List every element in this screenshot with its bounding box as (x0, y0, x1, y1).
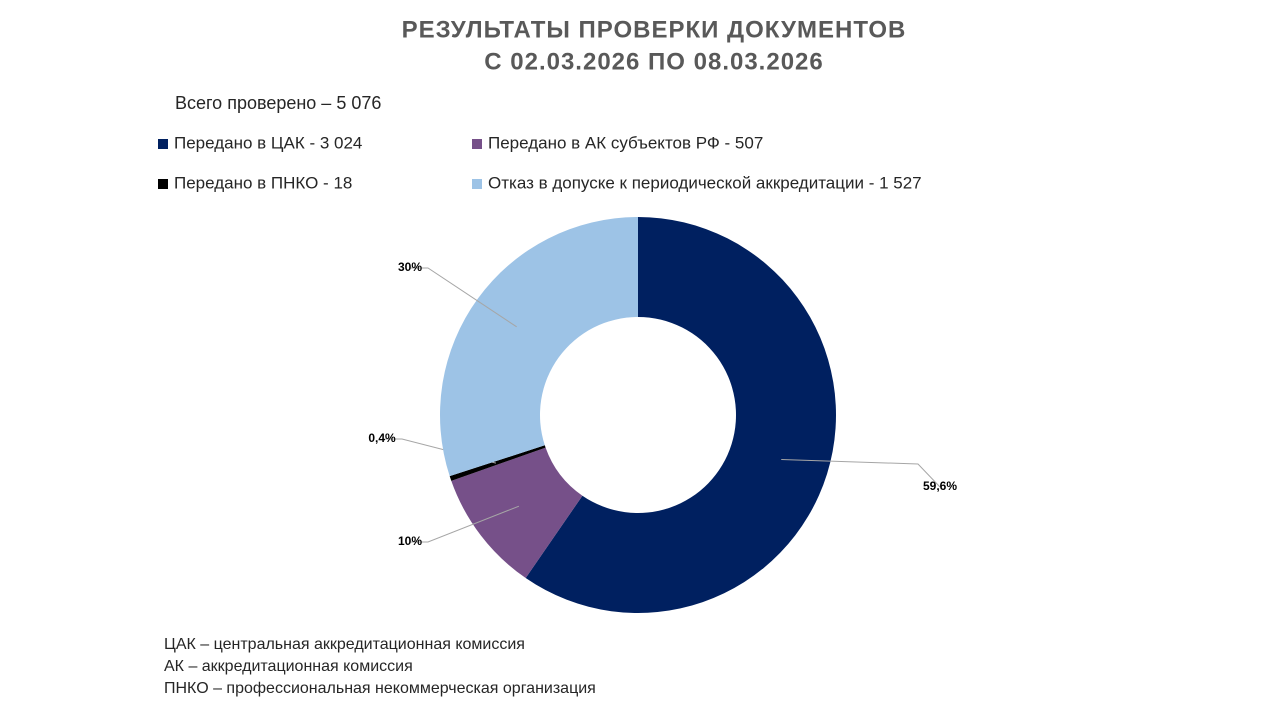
legend-label: Передано в ПНКО - 18 (174, 173, 352, 192)
legend-swatch (158, 139, 168, 149)
leader-line (410, 505, 520, 543)
legend-swatch (472, 179, 482, 189)
data-label: 59,6% (923, 479, 957, 493)
donut-segment (449, 445, 546, 481)
data-label: 0,4% (368, 431, 396, 445)
chart-title: РЕЗУЛЬТАТЫ ПРОВЕРКИ ДОКУМЕНТОВ (402, 16, 907, 43)
leader-line (781, 459, 941, 488)
legend-swatch (158, 179, 168, 189)
data-label: 10% (398, 534, 422, 548)
legend-label: Отказ в допуске к периодической аккредит… (488, 173, 922, 192)
legend-swatch (472, 139, 482, 149)
legend-label: Передано в ЦАК - 3 024 (174, 133, 362, 152)
chart-subtitle: С 02.03.2026 ПО 08.03.2026 (484, 48, 824, 75)
footnote: АК – аккредитационная комиссия (164, 658, 413, 675)
donut-segment (439, 217, 638, 477)
donut-segment (525, 217, 836, 613)
donut-segment (451, 447, 583, 579)
total-label: Всего проверено – 5 076 (175, 93, 381, 113)
data-label: 30% (398, 260, 422, 274)
leader-line (410, 267, 517, 328)
footnote: ПНКО – профессиональная некоммерческая о… (164, 680, 596, 697)
legend-label: Передано в АК субъектов РФ - 507 (488, 133, 763, 152)
footnote: ЦАК – центральная аккредитационная комис… (164, 636, 525, 653)
